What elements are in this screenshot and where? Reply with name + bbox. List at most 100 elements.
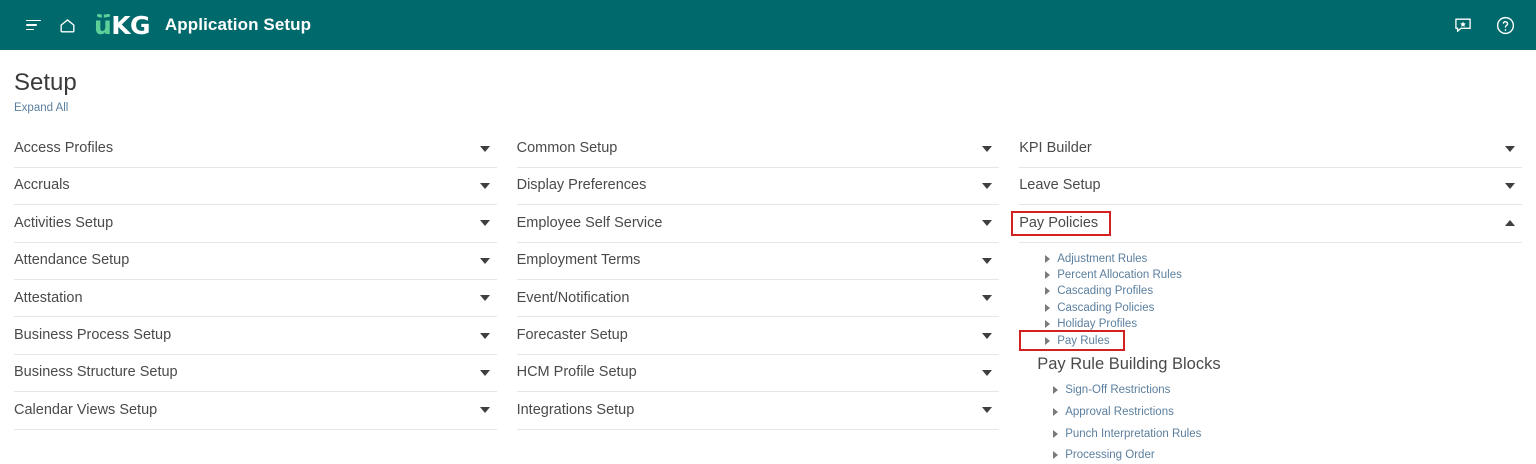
- chevron-down-icon: [479, 257, 490, 264]
- ukg-logo-u: ü: [94, 10, 112, 40]
- accordion-common-setup[interactable]: Common Setup: [516, 130, 1000, 168]
- app-header-right: [1446, 8, 1522, 42]
- accordion-employee-self-service[interactable]: Employee Self Service: [516, 205, 1000, 243]
- accordion-calendar-views-setup[interactable]: Calendar Views Setup: [14, 392, 497, 430]
- accordion-label: Forecaster Setup: [516, 327, 628, 344]
- sub-item-holiday-profiles[interactable]: Holiday Profiles: [1021, 316, 1522, 332]
- sub-item-percent-allocation-rules[interactable]: Percent Allocation Rules: [1021, 267, 1522, 283]
- sub-item-adjustment-rules[interactable]: Adjustment Rules: [1021, 251, 1522, 267]
- sub-item-label: Cascading Policies: [1057, 301, 1155, 314]
- accordion-forecaster-setup[interactable]: Forecaster Setup: [516, 317, 1000, 355]
- chevron-up-icon: [1504, 220, 1515, 227]
- sub-item-pay-rules[interactable]: Pay Rules: [1019, 330, 1126, 352]
- accordion-label: Common Setup: [516, 140, 618, 157]
- chevron-down-icon: [479, 145, 490, 152]
- chevron-down-icon: [479, 182, 490, 189]
- accordion-integrations-setup[interactable]: Integrations Setup: [516, 392, 1000, 430]
- sub-item-approval-restrictions[interactable]: Approval Restrictions: [1021, 401, 1522, 423]
- expand-all-link[interactable]: Expand All: [14, 102, 69, 115]
- caret-right-icon: [1045, 271, 1051, 279]
- chevron-down-icon: [982, 220, 993, 227]
- caret-right-icon: [1045, 254, 1051, 263]
- pay-rule-building-blocks-title: Pay Rule Building Blocks: [1037, 355, 1221, 374]
- caret-right-icon: [1053, 407, 1059, 416]
- caret-right-icon: [1045, 287, 1051, 296]
- accordion-event-notification[interactable]: Event/Notification: [516, 280, 1000, 318]
- app-header-left: ü KG Application Setup: [16, 8, 311, 42]
- chevron-down-icon: [479, 220, 490, 227]
- feedback-chat-icon[interactable]: [1446, 8, 1480, 42]
- accordion-kpi-builder[interactable]: KPI Builder: [1019, 130, 1522, 168]
- accordion-label: Integrations Setup: [516, 401, 635, 418]
- chevron-down-icon: [479, 332, 490, 339]
- caret-right-icon: [1045, 303, 1051, 312]
- chevron-down-icon: [982, 145, 993, 152]
- accordion-label: Attendance Setup: [14, 252, 130, 269]
- accordion-label: Business Structure Setup: [14, 364, 178, 381]
- sub-item-sign-off-restrictions[interactable]: Sign-Off Restrictions: [1021, 379, 1522, 401]
- chevron-down-icon: [982, 182, 993, 189]
- accordion-leave-setup[interactable]: Leave Setup: [1019, 168, 1522, 206]
- chevron-down-icon: [982, 407, 993, 414]
- chevron-down-icon: [982, 332, 993, 339]
- caret-right-icon: [1045, 319, 1051, 328]
- hamburger-menu-icon[interactable]: [16, 8, 50, 42]
- setup-accordion-columns: Access Profiles Accruals Activities Setu…: [14, 130, 1522, 464]
- sub-item-label: Sign-Off Restrictions: [1065, 383, 1171, 396]
- sub-item-cascading-profiles[interactable]: Cascading Profiles: [1021, 283, 1522, 299]
- accordion-label: Event/Notification: [516, 289, 630, 306]
- caret-right-icon: [1053, 385, 1059, 394]
- sub-item-label: Approval Restrictions: [1065, 405, 1174, 418]
- accordion-label: Calendar Views Setup: [14, 401, 158, 418]
- ukg-logo[interactable]: ü KG: [94, 10, 151, 40]
- sub-item-label: Processing Order: [1065, 449, 1155, 462]
- setup-column-1: Access Profiles Accruals Activities Setu…: [14, 130, 517, 464]
- sub-item-processing-order[interactable]: Processing Order: [1021, 444, 1522, 464]
- accordion-label: Leave Setup: [1019, 177, 1101, 194]
- accordion-access-profiles[interactable]: Access Profiles: [14, 130, 497, 168]
- sub-item-label: Pay Rules: [1057, 334, 1110, 347]
- setup-column-3: KPI Builder Leave Setup Pay Policies Adj…: [1011, 130, 1522, 464]
- help-circle-icon[interactable]: [1488, 8, 1522, 42]
- accordion-label: Access Profiles: [14, 140, 114, 157]
- chevron-down-icon: [982, 257, 993, 264]
- setup-column-2: Common Setup Display Preferences Employe…: [516, 130, 1020, 464]
- accordion-activities-setup[interactable]: Activities Setup: [14, 205, 497, 243]
- chevron-down-icon: [1504, 145, 1515, 152]
- accordion-pay-policies[interactable]: Pay Policies: [1011, 205, 1522, 243]
- accordion-label: Business Process Setup: [14, 327, 172, 344]
- accordion-employment-terms[interactable]: Employment Terms: [516, 243, 1000, 280]
- home-icon[interactable]: [50, 8, 84, 42]
- accordion-label: Accruals: [14, 177, 70, 194]
- accordion-label: Employee Self Service: [516, 214, 663, 231]
- accordion-accruals[interactable]: Accruals: [14, 168, 497, 206]
- accordion-attestation[interactable]: Attestation: [14, 280, 497, 318]
- accordion-hcm-profile-setup[interactable]: HCM Profile Setup: [516, 355, 1000, 393]
- hamburger-menu-glyph: [25, 19, 41, 31]
- chevron-down-icon: [479, 369, 490, 376]
- sub-item-punch-interpretation-rules[interactable]: Punch Interpretation Rules: [1021, 423, 1522, 445]
- sub-item-label: Adjustment Rules: [1057, 252, 1148, 265]
- accordion-label: Employment Terms: [516, 252, 641, 269]
- accordion-business-process-setup[interactable]: Business Process Setup: [14, 317, 497, 355]
- chevron-down-icon: [982, 295, 993, 302]
- accordion-attendance-setup[interactable]: Attendance Setup: [14, 243, 497, 280]
- chevron-down-icon: [479, 407, 490, 414]
- sub-item-cascading-policies[interactable]: Cascading Policies: [1021, 299, 1522, 315]
- sub-item-label: Punch Interpretation Rules: [1065, 427, 1202, 440]
- caret-right-icon: [1045, 336, 1051, 345]
- chevron-down-icon: [479, 295, 490, 302]
- accordion-business-structure-setup[interactable]: Business Structure Setup: [14, 355, 497, 393]
- app-header-bar: ü KG Application Setup: [0, 0, 1536, 50]
- accordion-label: KPI Builder: [1019, 140, 1092, 157]
- sub-item-label: Cascading Profiles: [1057, 285, 1154, 298]
- chevron-down-icon: [1504, 182, 1515, 189]
- ukg-logo-kg: KG: [111, 10, 150, 40]
- accordion-display-preferences[interactable]: Display Preferences: [516, 168, 1000, 206]
- accordion-label: Attestation: [14, 289, 83, 306]
- accordion-label: Pay Policies: [1011, 210, 1112, 236]
- page-title: Setup: [14, 69, 77, 96]
- chevron-down-icon: [982, 369, 993, 376]
- accordion-label: Display Preferences: [516, 177, 647, 194]
- caret-right-icon: [1053, 451, 1059, 460]
